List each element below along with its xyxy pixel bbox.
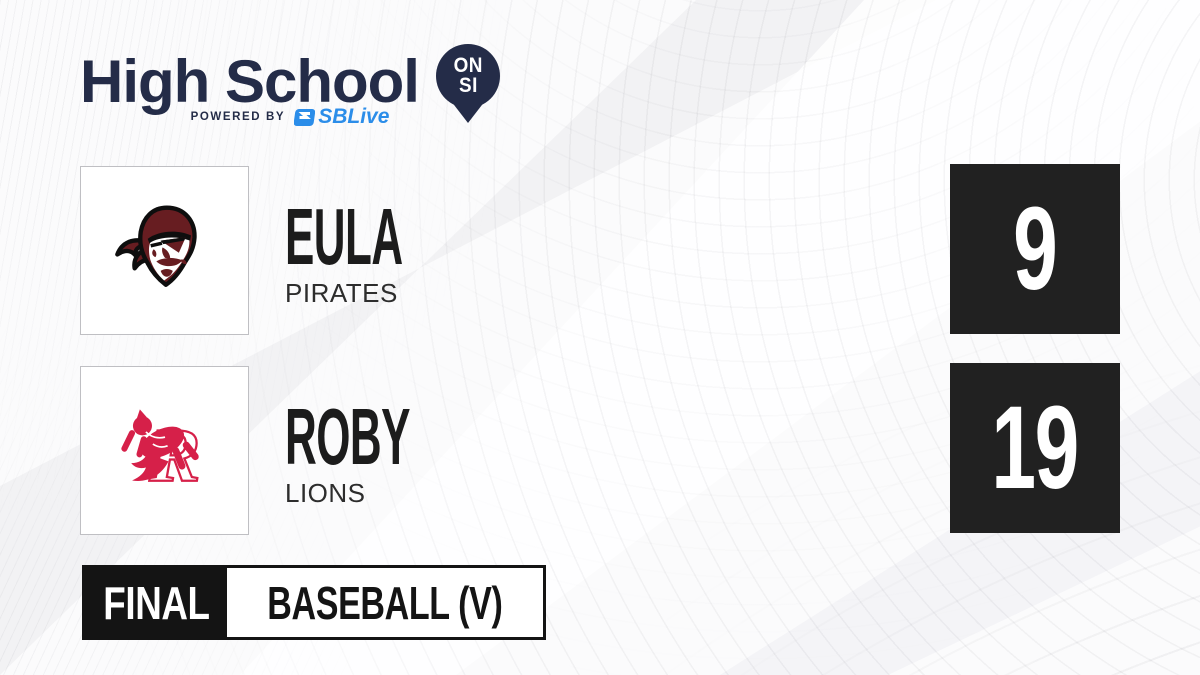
sblive-glyph-icon [294, 108, 316, 126]
lion-leaping-r-icon: R [120, 408, 201, 498]
pin-text-si: SI [458, 74, 478, 97]
score-box-roby: 19 [950, 363, 1120, 533]
team-logo-box-eula [80, 166, 249, 335]
team-logo-box-roby: R [80, 366, 249, 535]
sblive-logo: SBLive [294, 105, 389, 129]
team-mascot-lions: LIONS [285, 478, 366, 508]
brand-wordmark: High School [80, 48, 420, 115]
team-name-eula: EULA [285, 192, 403, 281]
final-label: FINAL [102, 576, 210, 629]
sblive-wordmark: SBLive [318, 105, 390, 128]
score-box-eula: 9 [950, 164, 1120, 334]
pin-text-on: ON [453, 54, 483, 78]
score-roby: 19 [991, 382, 1080, 514]
status-banner: FINAL BASEBALL (V) [82, 565, 546, 640]
game-type-cell: BASEBALL (V) [227, 568, 543, 637]
powered-by-row: POWERED BY SBLive [80, 105, 500, 129]
score-eula: 9 [1013, 183, 1058, 315]
powered-by-label: POWERED BY [190, 111, 286, 123]
game-label: BASEBALL (V) [267, 576, 503, 629]
on-si-pin-icon: ON SI [436, 44, 500, 108]
team-mascot-pirates: PIRATES [285, 278, 398, 308]
team-name-roby: ROBY [285, 392, 410, 481]
final-status-cell: FINAL [85, 568, 227, 637]
pirate-head-icon [114, 205, 197, 287]
